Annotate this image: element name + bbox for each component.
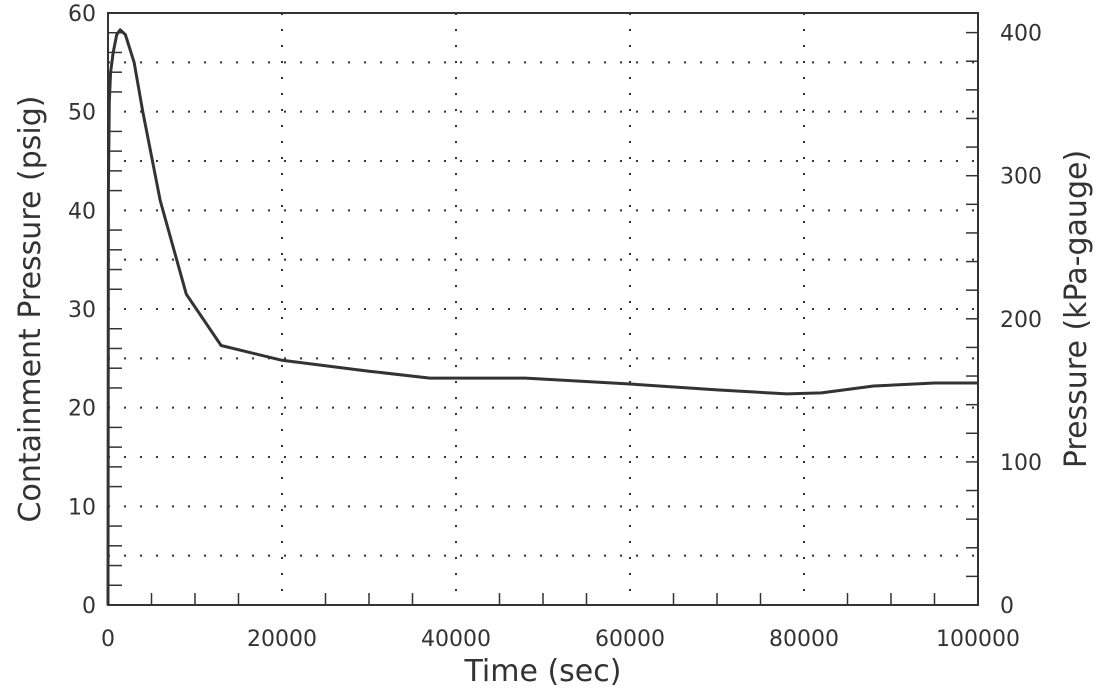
x-tick-label: 0 bbox=[101, 627, 115, 652]
y-tick-label: 40 bbox=[68, 199, 96, 224]
y-tick-label: 0 bbox=[82, 594, 96, 619]
right-axis-title: Pressure (kPa-gauge) bbox=[1059, 150, 1094, 468]
y-tick-label: 50 bbox=[68, 101, 96, 126]
minor-tick-marks bbox=[108, 31, 978, 605]
right-axis-tick-labels: 0 100 200 300 400 bbox=[1000, 22, 1042, 619]
series-line bbox=[106, 28, 978, 606]
x-axis-title: Time (sec) bbox=[464, 654, 622, 689]
x-tick-label: 20000 bbox=[247, 627, 317, 652]
y-tick-label: 10 bbox=[68, 495, 96, 520]
y-tick-labels: 0 10 20 30 40 50 60 bbox=[68, 2, 96, 619]
x-tick-label: 60000 bbox=[595, 627, 665, 652]
right-axis-tick-label: 0 bbox=[1000, 594, 1014, 619]
x-tick-labels: 0 20000 40000 60000 80000 100000 bbox=[101, 627, 1020, 652]
plot-frame bbox=[107, 12, 979, 606]
x-tick-label: 100000 bbox=[936, 627, 1020, 652]
grid-lines bbox=[108, 13, 978, 605]
y-tick-label: 20 bbox=[68, 397, 96, 422]
y-tick-label: 60 bbox=[68, 2, 96, 27]
series-group bbox=[106, 28, 978, 606]
right-axis-tick-label: 100 bbox=[1000, 451, 1042, 476]
y-tick-label: 30 bbox=[68, 298, 96, 323]
x-tick-label: 80000 bbox=[769, 627, 839, 652]
right-axis-tick-label: 200 bbox=[1000, 308, 1042, 333]
y-axis-title: Containment Pressure (psig) bbox=[13, 96, 48, 523]
right-axis-tick-label: 300 bbox=[1000, 165, 1042, 190]
right-axis-tick-label: 400 bbox=[1000, 22, 1042, 47]
x-tick-label: 40000 bbox=[421, 627, 491, 652]
